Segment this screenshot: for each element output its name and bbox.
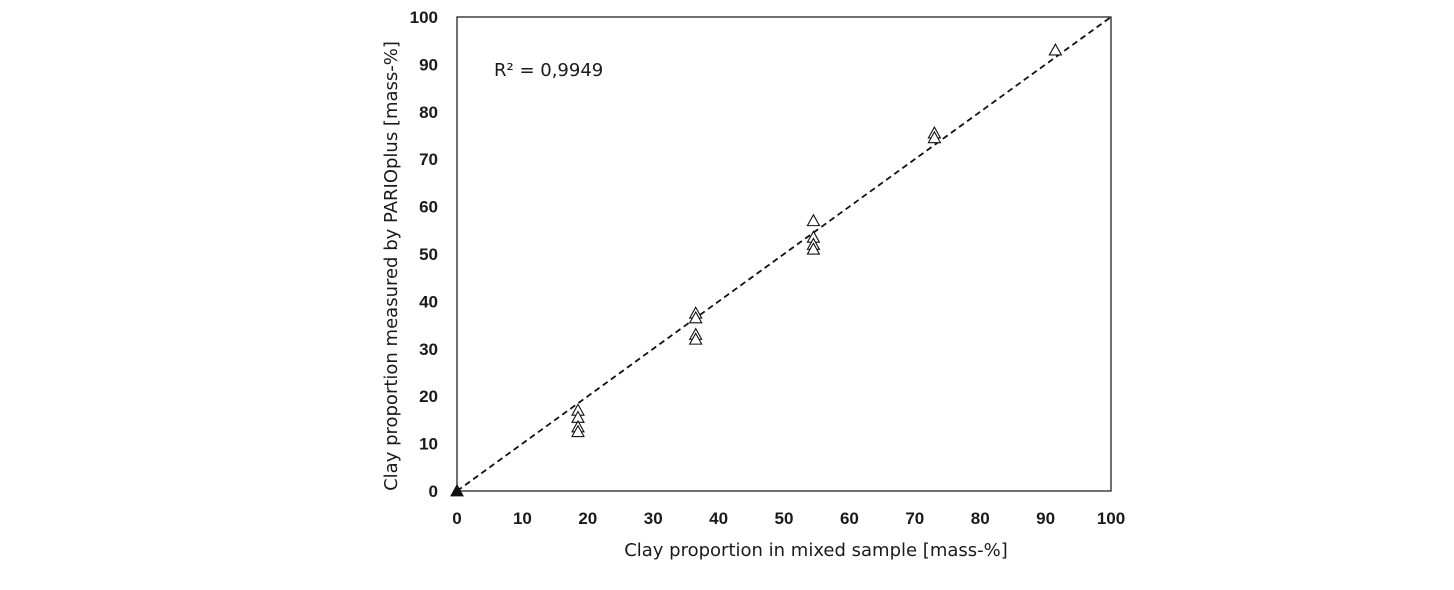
x-tick-label: 20 <box>578 509 597 528</box>
y-tick-label: 50 <box>419 245 438 264</box>
y-tick-label: 20 <box>419 387 438 406</box>
x-tick-label: 90 <box>1036 509 1055 528</box>
data-point-triangle <box>450 483 464 497</box>
data-point-triangle <box>1048 43 1063 56</box>
x-axis-title: Clay proportion in mixed sample [mass-%] <box>624 540 1008 561</box>
data-point-triangle <box>927 130 942 144</box>
y-axis-ticks: 0 10 20 30 40 50 60 70 80 90 100 <box>410 8 438 501</box>
x-tick-label: 0 <box>452 509 461 528</box>
y-tick-label: 40 <box>419 292 438 311</box>
x-tick-label: 10 <box>513 509 532 528</box>
data-points <box>450 43 1063 497</box>
y-tick-label: 70 <box>419 150 438 169</box>
x-tick-label: 50 <box>775 509 794 528</box>
y-tick-label: 0 <box>429 482 438 501</box>
x-tick-label: 60 <box>840 509 859 528</box>
x-tick-label: 80 <box>971 509 990 528</box>
data-point-triangle <box>571 424 585 438</box>
x-tick-label: 40 <box>709 509 728 528</box>
fit-line-group <box>456 16 1112 492</box>
y-tick-label: 10 <box>419 435 438 454</box>
data-point-triangle <box>806 242 821 255</box>
x-axis-ticks: 0 10 20 30 40 50 60 70 80 90 100 <box>452 509 1125 528</box>
x-tick-label: 100 <box>1097 509 1125 528</box>
x-tick-label: 30 <box>644 509 663 528</box>
fit-line <box>456 16 1112 492</box>
y-tick-label: 60 <box>419 198 438 217</box>
plot-frame <box>456 16 1112 492</box>
data-point-triangle <box>806 213 821 227</box>
y-tick-label: 30 <box>419 340 438 359</box>
data-point-triangle <box>688 310 703 324</box>
y-tick-label: 80 <box>419 103 438 122</box>
y-tick-label: 90 <box>419 55 438 74</box>
y-axis-title: Clay proportion measured by PARIOplus [m… <box>381 41 402 491</box>
x-tick-label: 70 <box>905 509 924 528</box>
r-squared-annotation: R² = 0,9949 <box>494 60 603 81</box>
data-point-triangle <box>688 332 703 345</box>
y-tick-label: 100 <box>410 8 438 27</box>
